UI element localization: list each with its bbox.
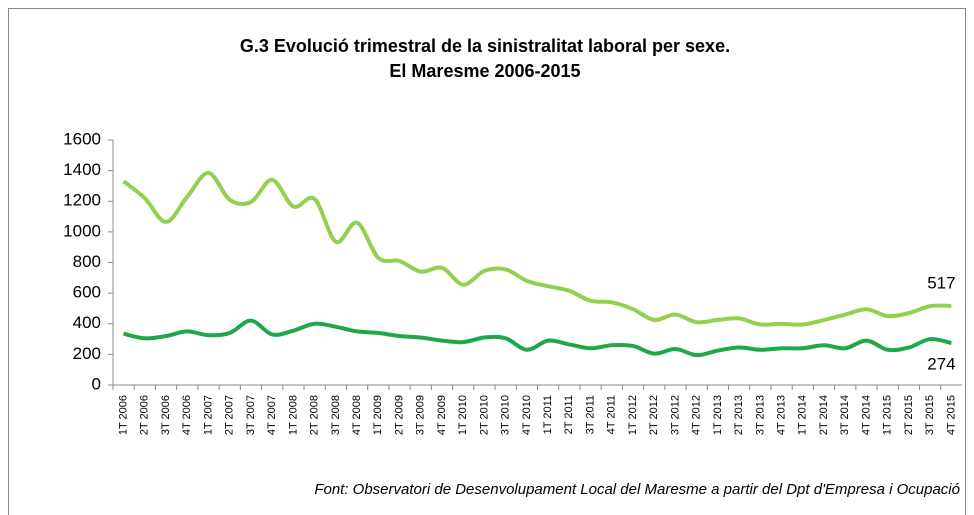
- x-tick-label: 1T 2006: [118, 395, 130, 435]
- y-tick-label: 200: [73, 344, 101, 363]
- x-tick-label: 3T 2012: [669, 395, 681, 435]
- x-tick-label: 4T 2007: [266, 395, 278, 435]
- x-tick-label: 1T 2013: [712, 395, 724, 435]
- x-tick-label: 2T 2012: [648, 395, 660, 435]
- chart-border: [8, 8, 966, 515]
- data-label: 517: [927, 273, 955, 292]
- chart-title: G.3 Evolució trimestral de la sinistrali…: [240, 36, 730, 56]
- x-tick-label: 3T 2011: [584, 395, 596, 434]
- chart-subtitle: El Maresme 2006-2015: [389, 61, 580, 81]
- x-tick-label: 3T 2013: [754, 395, 766, 435]
- y-tick-label: 1400: [63, 160, 101, 179]
- y-tick-label: 1000: [63, 221, 101, 240]
- x-tick-label: 2T 2008: [309, 395, 321, 435]
- x-tick-label: 4T 2012: [691, 395, 703, 435]
- x-tick-label: 4T 2010: [521, 395, 533, 435]
- x-tick-label: 2T 2015: [903, 395, 915, 435]
- x-tick-label: 3T 2010: [500, 395, 512, 435]
- series-line: [123, 318, 952, 358]
- x-tick-label: 3T 2015: [924, 395, 936, 435]
- x-tick-label: 4T 2006: [181, 395, 193, 435]
- x-tick-label: 1T 2012: [627, 395, 639, 435]
- x-tick-label: 1T 2014: [797, 395, 809, 435]
- x-tick-label: 1T 2008: [287, 395, 299, 435]
- x-tick-label: 4T 2014: [860, 395, 872, 435]
- x-tick-label: 3T 2014: [839, 395, 851, 435]
- x-tick-label: 1T 2015: [882, 395, 894, 435]
- x-tick-label: 2T 2011: [563, 395, 575, 434]
- y-tick-label: 600: [73, 283, 101, 302]
- x-tick-label: 1T 2010: [457, 395, 469, 435]
- x-tick-label: 3T 2007: [245, 395, 257, 435]
- x-tick-label: 2T 2009: [393, 395, 405, 435]
- x-tick-label: 1T 2007: [202, 395, 214, 435]
- data-label: 274: [927, 355, 955, 374]
- x-tick-label: 4T 2011: [606, 395, 618, 434]
- y-tick-label: 400: [73, 313, 101, 332]
- y-tick-label: 1600: [63, 129, 101, 148]
- x-tick-label: 2T 2013: [733, 395, 745, 435]
- x-tick-label: 2T 2014: [818, 395, 830, 435]
- x-tick-label: 3T 2006: [160, 395, 172, 435]
- x-tick-label: 1T 2009: [372, 395, 384, 435]
- y-tick-label: 1200: [63, 191, 101, 210]
- series-line: [122, 170, 952, 327]
- x-tick-label: 2T 2006: [139, 395, 151, 435]
- x-tick-label: 1T 2011: [542, 395, 554, 434]
- x-tick-label: 3T 2009: [415, 395, 427, 435]
- y-tick-label: 0: [92, 374, 101, 393]
- source-note: Font: Observatori de Desenvolupament Loc…: [314, 481, 960, 498]
- x-tick-label: 3T 2008: [330, 395, 342, 435]
- x-tick-label: 4T 2008: [351, 395, 363, 435]
- y-tick-label: 800: [73, 252, 101, 271]
- x-tick-label: 2T 2010: [478, 395, 490, 435]
- x-tick-label: 4T 2009: [436, 395, 448, 435]
- x-tick-label: 4T 2015: [945, 395, 957, 435]
- x-tick-label: 4T 2013: [775, 395, 787, 435]
- x-tick-label: 2T 2007: [224, 395, 236, 435]
